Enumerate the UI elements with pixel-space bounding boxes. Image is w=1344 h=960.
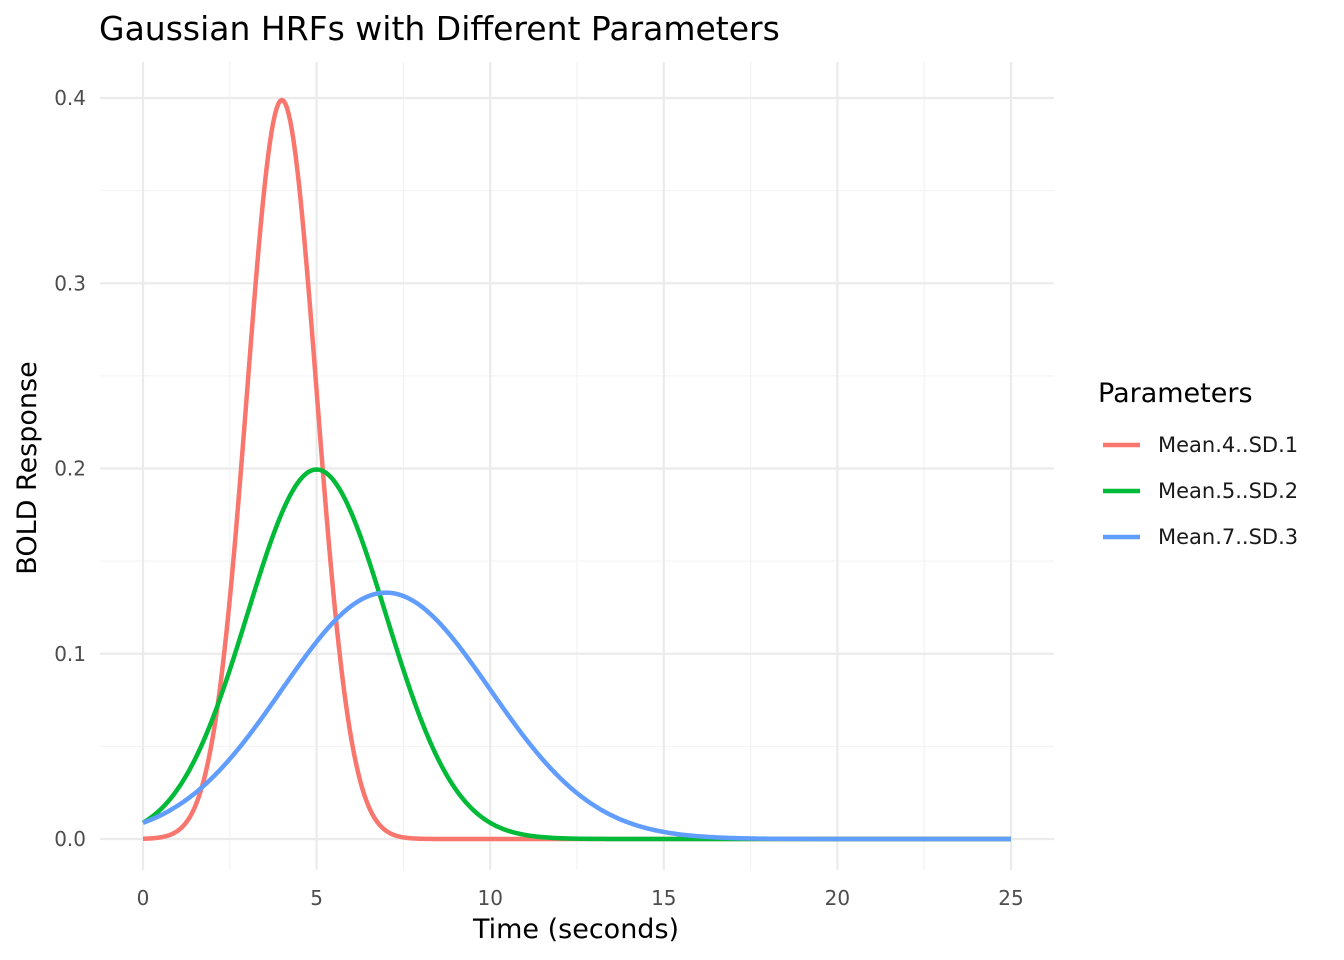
x-tick-label: 10 xyxy=(477,886,502,910)
x-tick-label: 15 xyxy=(651,886,676,910)
legend-label: Mean.7..SD.3 xyxy=(1158,525,1298,549)
x-axis-ticks: 0 5 10 15 20 25 xyxy=(137,886,1024,910)
legend-items: Mean.4..SD.1 Mean.5..SD.2 Mean.7..SD.3 xyxy=(1103,433,1298,549)
legend-label: Mean.5..SD.2 xyxy=(1158,479,1298,503)
legend-label: Mean.4..SD.1 xyxy=(1158,433,1298,457)
x-tick-label: 20 xyxy=(825,886,850,910)
major-gridlines xyxy=(100,62,1054,870)
x-tick-label: 25 xyxy=(998,886,1023,910)
y-tick-label: 0.2 xyxy=(54,457,86,481)
chart-title: Gaussian HRFs with Different Parameters xyxy=(99,9,780,48)
x-axis-title: Time (seconds) xyxy=(472,914,679,945)
plot-lines xyxy=(141,97,1012,842)
y-tick-label: 0.1 xyxy=(54,642,86,666)
y-tick-label: 0.4 xyxy=(54,86,86,110)
legend-title: Parameters xyxy=(1098,378,1253,409)
minor-gridlines xyxy=(100,62,1054,870)
legend: Parameters Mean.4..SD.1Mean.5..SD.2Mean.… xyxy=(1098,378,1298,549)
y-axis-title: BOLD Response xyxy=(12,361,43,574)
y-tick-label: 0.3 xyxy=(54,271,86,295)
y-tick-label: 0.0 xyxy=(54,827,86,851)
y-axis-ticks: 0.0 0.1 0.2 0.3 0.4 xyxy=(54,86,86,851)
x-tick-label: 5 xyxy=(310,886,323,910)
series-line-mean-7-sd-3 xyxy=(142,590,1012,842)
x-tick-label: 0 xyxy=(137,886,150,910)
